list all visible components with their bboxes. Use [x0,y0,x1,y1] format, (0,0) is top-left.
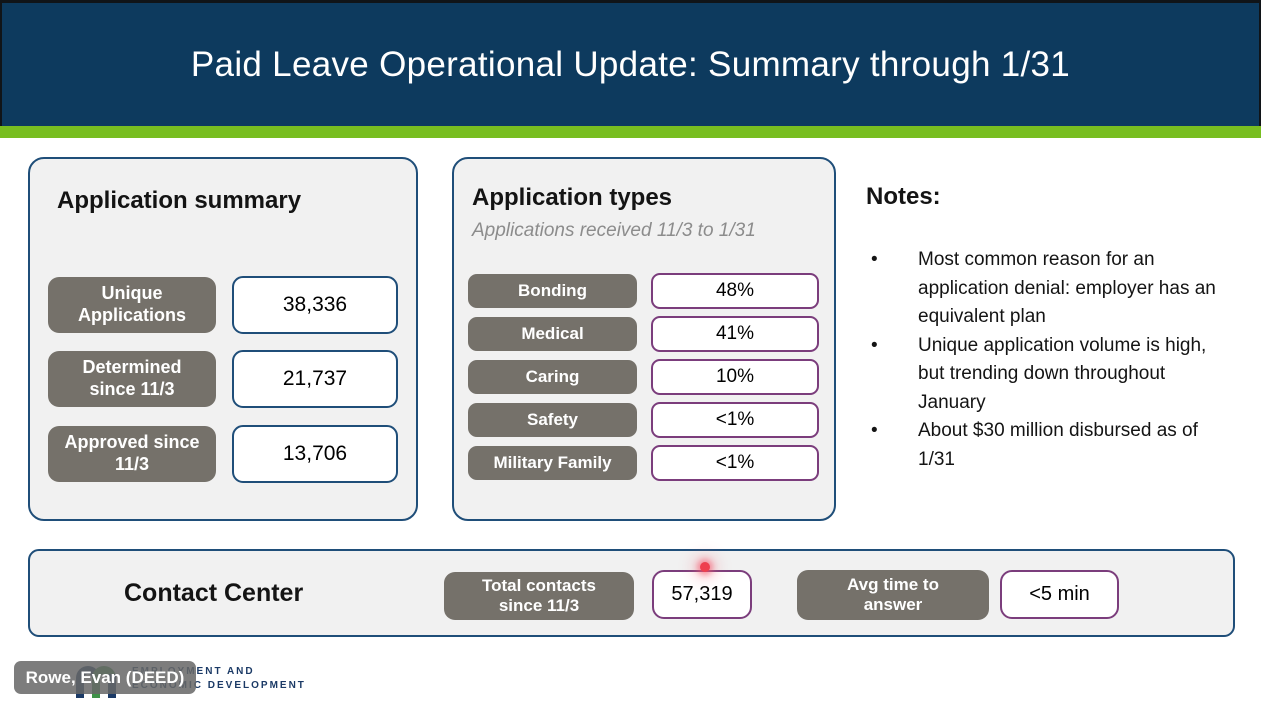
header-frame: Paid Leave Operational Update: Summary t… [0,0,1261,126]
type-label-pill: Medical [468,317,637,351]
type-row-military-family: Military Family <1% [454,445,834,481]
type-value-box: 41% [651,316,819,352]
avg-time-label-pill: Avg time to answer [797,570,989,620]
stat-value-box: 21,737 [232,350,398,408]
application-types-subtitle: Applications received 11/3 to 1/31 [472,220,756,241]
application-types-panel: Application types Applications received … [452,157,836,521]
contact-center-panel: Contact Center Total contacts since 11/3… [28,549,1235,637]
note-bullet: About $30 million disbursed as of 1/31 [866,417,1222,474]
stat-value-box: 38,336 [232,276,398,334]
laser-pointer-dot-icon [700,562,710,572]
stat-label-pill: Approved since 11/3 [48,426,216,482]
type-label-pill: Military Family [468,446,637,480]
stat-label-pill: Unique Applications [48,277,216,333]
application-summary-title: Application summary [57,187,302,214]
type-row-medical: Medical 41% [454,316,834,352]
presenter-name-badge: Rowe, Evan (DEED) [14,661,196,694]
type-label-pill: Bonding [468,274,637,308]
stat-row-approved: Approved since 11/3 13,706 [30,425,416,483]
type-value-box: <1% [651,402,819,438]
type-value-box: 48% [651,273,819,309]
stat-label-pill: Determined since 11/3 [48,351,216,407]
notes-list: Most common reason for an application de… [866,246,1222,474]
deed-logo-line2: ECONOMIC DEVELOPMENT [132,679,306,691]
application-summary-panel: Application summary Unique Applications … [28,157,418,521]
note-bullet: Most common reason for an application de… [866,246,1222,332]
green-accent-stripe [0,126,1261,138]
type-value-box: <1% [651,445,819,481]
type-row-bonding: Bonding 48% [454,273,834,309]
contact-center-title: Contact Center [124,578,304,607]
type-value-box: 10% [651,359,819,395]
slide-title: Paid Leave Operational Update: Summary t… [190,44,1071,84]
stat-row-determined: Determined since 11/3 21,737 [30,350,416,408]
type-label-pill: Safety [468,403,637,437]
type-row-caring: Caring 10% [454,359,834,395]
stat-value-box: 13,706 [232,425,398,483]
total-contacts-label-pill: Total contacts since 11/3 [444,572,634,620]
title-band: Paid Leave Operational Update: Summary t… [2,3,1259,126]
total-contacts-value-box: 57,319 [652,570,752,619]
stat-row-unique-applications: Unique Applications 38,336 [30,276,416,334]
application-types-title: Application types [472,184,673,211]
type-row-safety: Safety <1% [454,402,834,438]
avg-time-value-box: <5 min [1000,570,1119,619]
notes-title: Notes: [866,183,941,210]
type-label-pill: Caring [468,360,637,394]
notes-section: Notes: Most common reason for an applica… [866,183,1222,474]
note-bullet: Unique application volume is high, but t… [866,332,1222,418]
